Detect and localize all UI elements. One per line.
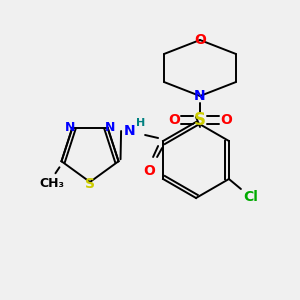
Text: S: S (85, 177, 95, 191)
Text: O: O (220, 113, 232, 127)
Text: O: O (168, 113, 180, 127)
Text: N: N (194, 89, 206, 103)
Text: H: H (136, 118, 146, 128)
Text: O: O (143, 164, 155, 178)
Text: N: N (65, 121, 76, 134)
Text: N: N (104, 121, 115, 134)
Text: N: N (123, 124, 135, 138)
Text: CH₃: CH₃ (39, 177, 64, 190)
Text: O: O (194, 33, 206, 47)
Text: Cl: Cl (244, 190, 258, 204)
Text: S: S (194, 111, 206, 129)
